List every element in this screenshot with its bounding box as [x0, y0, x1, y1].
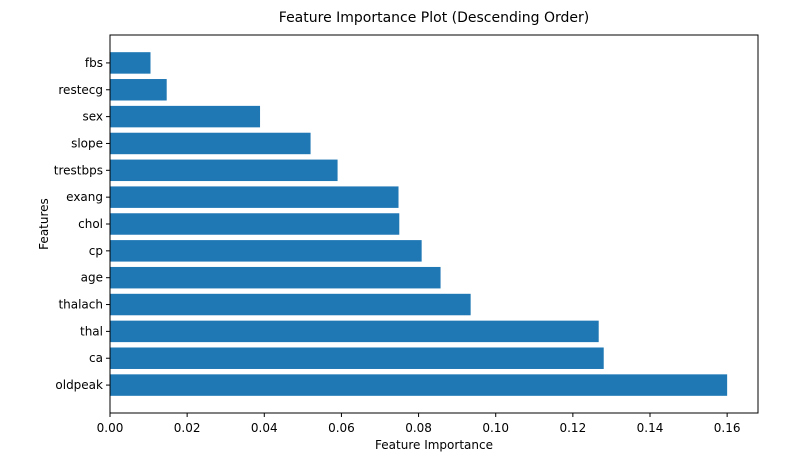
bar-sex [110, 105, 261, 128]
bar-trestbps [110, 159, 338, 182]
bar-slope [110, 132, 311, 155]
y-tick-label-thalach: thalach [58, 298, 103, 312]
y-tick-label-trestbps: trestbps [54, 163, 103, 177]
x-tick-label: 0.00 [97, 421, 124, 435]
bar-ca [110, 347, 604, 369]
y-tick-label-slope: slope [71, 136, 103, 150]
bar-thalach [110, 293, 471, 316]
y-tick-label-cp: cp [89, 244, 103, 258]
x-tick-label: 0.06 [328, 421, 355, 435]
x-tick-label: 0.16 [714, 421, 741, 435]
y-tick-label-chol: chol [78, 217, 103, 231]
y-axis-ticks: fbs restecg sex slope trestbps exang chol cp age… [54, 56, 110, 392]
y-tick-label-fbs: fbs [85, 56, 103, 70]
y-tick-label-age: age [81, 271, 103, 285]
y-tick-label-oldpeak: oldpeak [55, 378, 103, 392]
y-tick-label-ca: ca [89, 351, 103, 365]
x-axis-ticks: 0.00 0.02 0.04 0.06 0.08 0.10 0.12 0.14 0.16 [97, 413, 741, 435]
x-tick-label: 0.14 [637, 421, 664, 435]
chart-title: Feature Importance Plot (Descending Orde… [279, 10, 589, 26]
x-tick-label: 0.12 [559, 421, 586, 435]
plot-frame [109, 34, 759, 414]
x-tick-label: 0.04 [251, 421, 278, 435]
x-tick-label: 0.08 [405, 421, 432, 435]
bar-oldpeak [110, 374, 728, 396]
x-tick-label: 0.02 [174, 421, 201, 435]
bar-chol [110, 213, 400, 235]
bar-age [110, 266, 441, 289]
bar-thal [110, 320, 599, 343]
bar-exang [110, 186, 399, 208]
y-tick-label-sex: sex [82, 110, 103, 124]
bars-group [110, 52, 728, 396]
bar-cp [110, 240, 422, 262]
bar-restecg [110, 79, 167, 101]
bar-fbs [110, 52, 151, 74]
x-tick-label: 0.10 [482, 421, 509, 435]
y-axis-label: Features [37, 198, 51, 250]
x-axis-label: Feature Importance [375, 438, 493, 452]
y-tick-label-restecg: restecg [58, 83, 103, 97]
y-tick-label-thal: thal [80, 324, 103, 338]
y-tick-label-exang: exang [66, 190, 103, 204]
